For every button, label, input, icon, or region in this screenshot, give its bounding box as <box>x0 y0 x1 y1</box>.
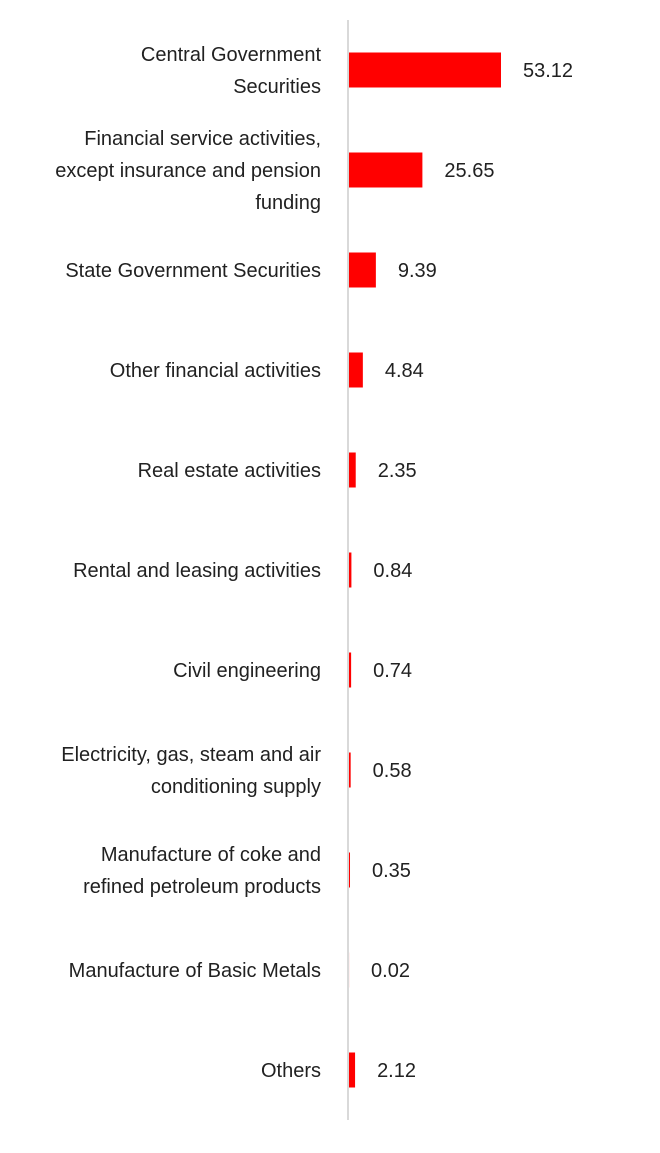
category-label-line: State Government Securities <box>65 260 321 282</box>
value-label: 53.12 <box>523 60 573 82</box>
category-label-line: except insurance and pension <box>55 160 321 182</box>
category-label-line: Manufacture of Basic Metals <box>69 960 321 982</box>
value-label: 2.35 <box>378 460 417 482</box>
bar <box>349 352 363 388</box>
category-label-line: funding <box>255 192 321 214</box>
category-label-line: Central Government <box>141 44 322 66</box>
value-label: 0.74 <box>373 660 412 682</box>
value-label: 9.39 <box>398 260 437 282</box>
value-label: 0.02 <box>371 960 410 982</box>
bar <box>349 152 423 188</box>
category-label: Other financial activities <box>110 360 321 382</box>
bar <box>349 1052 356 1088</box>
category-label: Manufacture of Basic Metals <box>69 960 321 982</box>
category-labels-layer: Central Government Securities Financial se… <box>55 44 321 1082</box>
bars-layer <box>349 52 501 1088</box>
category-label-line: Other financial activities <box>110 360 321 382</box>
bar <box>349 552 352 588</box>
bar <box>349 52 501 88</box>
category-label: Electricity, gas, steam and air condition… <box>61 744 321 798</box>
category-label-line: Rental and leasing activities <box>73 560 321 582</box>
category-label-line: Manufacture of coke and <box>101 844 321 866</box>
category-label-line: Financial service activities, <box>84 128 321 150</box>
category-label-line: Electricity, gas, steam and air <box>61 744 321 766</box>
category-label-line: refined petroleum products <box>83 876 321 898</box>
value-label: 4.84 <box>385 360 424 382</box>
value-label: 2.12 <box>377 1060 416 1082</box>
value-labels-layer: 53.12 25.65 9.39 4.84 2.35 0.84 0.74 0.58 0.35 0.… <box>371 60 573 1082</box>
category-label-line: Others <box>261 1060 321 1082</box>
bar <box>349 752 351 788</box>
category-label: Civil engineering <box>173 660 321 682</box>
category-label-line: conditioning supply <box>151 776 321 798</box>
value-label: 25.65 <box>444 160 494 182</box>
category-label: Central Government Securities <box>141 44 322 98</box>
bar <box>349 652 352 688</box>
category-label: Financial service activities, except insu… <box>55 128 321 214</box>
value-label: 0.58 <box>373 760 412 782</box>
value-label: 0.84 <box>373 560 412 582</box>
category-label-line: Real estate activities <box>138 460 321 482</box>
bar <box>349 852 351 888</box>
category-label: Real estate activities <box>138 460 321 482</box>
category-label-line: Securities <box>233 76 321 98</box>
category-label: Others <box>261 1060 321 1082</box>
category-label-line: Civil engineering <box>173 660 321 682</box>
category-label: Rental and leasing activities <box>73 560 321 582</box>
category-label: State Government Securities <box>65 260 321 282</box>
value-label: 0.35 <box>372 860 411 882</box>
category-label: Manufacture of coke and refined petroleum… <box>83 844 321 898</box>
bar <box>349 252 376 288</box>
bar <box>349 452 356 488</box>
